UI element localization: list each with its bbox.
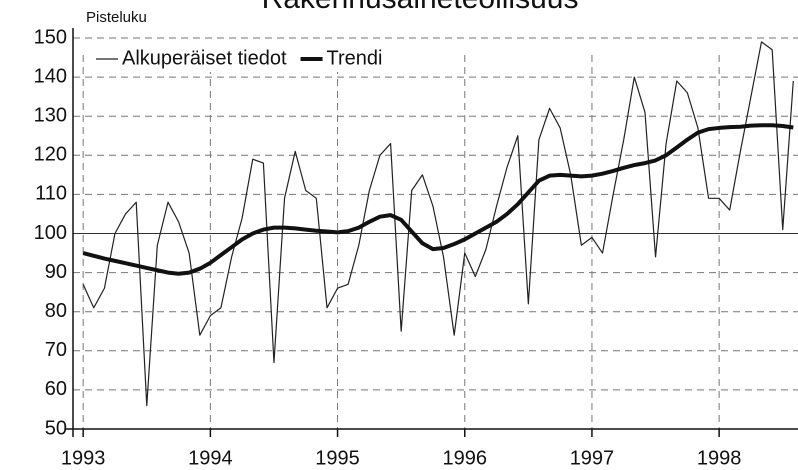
- x-tick-label: 1998: [697, 447, 742, 469]
- y-tick-label: 120: [34, 144, 67, 166]
- legend-bg: [94, 46, 309, 72]
- y-tick-label: 50: [45, 417, 67, 439]
- y-tick-label: 80: [45, 300, 67, 322]
- series-line: [82, 123, 794, 276]
- y-tick-label: 100: [34, 222, 67, 244]
- y-tick-label: 90: [45, 261, 67, 283]
- x-tick-label: 1996: [443, 447, 488, 469]
- x-tick-label: 1993: [61, 447, 106, 469]
- y-tick-label: 140: [34, 65, 67, 87]
- y-tick-label: 60: [45, 378, 67, 400]
- y-tick-label: 70: [45, 339, 67, 361]
- series-line: [82, 41, 794, 407]
- x-tick-label: 1997: [570, 447, 615, 469]
- y-tick-label: 150: [34, 26, 67, 48]
- y-axis-label: Pisteluku: [86, 9, 147, 26]
- chart-title: Rakennusaineteollisuus: [262, 0, 579, 15]
- y-tick-label: 130: [34, 104, 67, 126]
- y-tick-label: 110: [35, 183, 67, 205]
- x-tick-label: 1995: [315, 447, 360, 469]
- x-tick-label: 1994: [188, 447, 233, 469]
- legend-label: Alkuperäiset tiedot: [122, 47, 287, 69]
- legend-label: Trendi: [327, 47, 383, 69]
